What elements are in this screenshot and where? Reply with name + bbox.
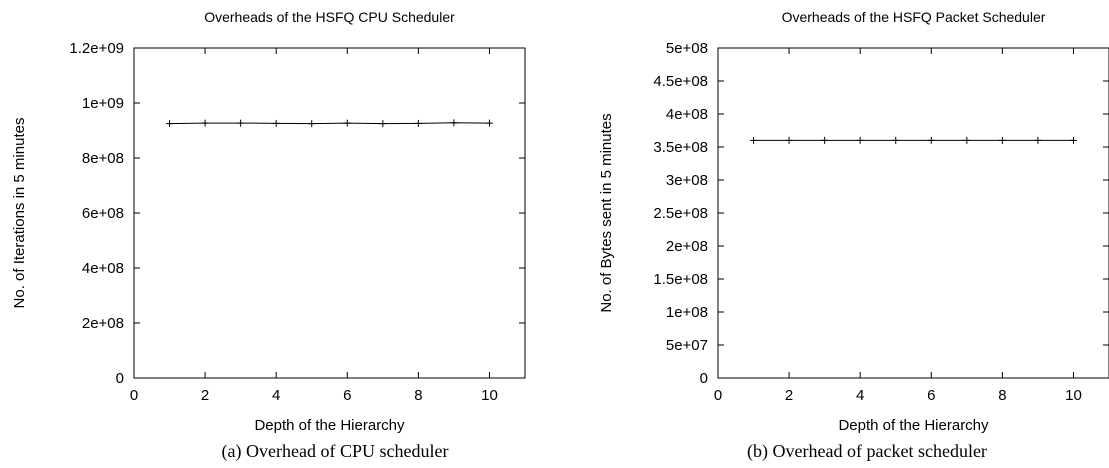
chart-a: Overheads of the HSFQ CPU Scheduler 0 2 4 6 8… bbox=[11, 9, 526, 434]
y-tick-label: 0 bbox=[116, 370, 124, 387]
y-axis-label: No. of Bytes sent in 5 minutes bbox=[598, 113, 615, 312]
x-tick-label: 0 bbox=[714, 387, 722, 404]
data-point bbox=[272, 119, 280, 127]
series-line bbox=[169, 122, 490, 125]
data-point bbox=[1069, 136, 1077, 144]
y-tick-label: 5e+07 bbox=[666, 337, 708, 354]
y-tick-label: 3.5e+08 bbox=[653, 139, 708, 156]
caption-b: (b) Overhead of packet scheduler bbox=[747, 441, 987, 461]
y-tick-label: 5e+08 bbox=[666, 40, 708, 57]
x-tick-label: 4 bbox=[272, 387, 280, 404]
chart-title: Overheads of the HSFQ Packet Scheduler bbox=[782, 9, 1046, 25]
data-point bbox=[963, 136, 971, 144]
data-point bbox=[343, 119, 351, 127]
y-tick-label: 4e+08 bbox=[82, 260, 124, 277]
x-tick-label: 10 bbox=[481, 387, 498, 404]
data-point bbox=[308, 120, 316, 128]
y-tick-label: 4e+08 bbox=[666, 106, 708, 123]
chart-title: Overheads of the HSFQ CPU Scheduler bbox=[204, 9, 455, 25]
data-point bbox=[166, 120, 174, 128]
x-tick-label: 4 bbox=[856, 387, 864, 404]
x-axis-label: Depth of the Hierarchy bbox=[254, 417, 405, 434]
x-tick-label: 0 bbox=[130, 387, 138, 404]
x-tick-label: 8 bbox=[414, 387, 422, 404]
y-tick-label: 1e+08 bbox=[666, 304, 708, 321]
data-point bbox=[1034, 136, 1042, 144]
data-point bbox=[927, 136, 935, 144]
data-point bbox=[201, 119, 209, 127]
data-point bbox=[821, 136, 829, 144]
data-point bbox=[998, 136, 1006, 144]
data-point bbox=[414, 119, 422, 127]
y-tick-label: 2.5e+08 bbox=[653, 205, 708, 222]
y-tick-label: 8e+08 bbox=[82, 150, 124, 167]
y-tick-label: 4.5e+08 bbox=[653, 73, 708, 90]
caption-a: (a) Overhead of CPU scheduler bbox=[221, 441, 449, 461]
plot-frame bbox=[133, 47, 526, 379]
data-point bbox=[750, 136, 758, 144]
data-point bbox=[450, 119, 458, 127]
data-point bbox=[856, 136, 864, 144]
data-point bbox=[379, 120, 387, 128]
y-tick-label: 1.5e+08 bbox=[653, 271, 708, 288]
y-tick-label: 3e+08 bbox=[666, 172, 708, 189]
x-tick-label: 6 bbox=[927, 387, 935, 404]
chart-b: Overheads of the HSFQ Packet Scheduler 0 2… bbox=[598, 9, 1109, 434]
y-tick-label: 2e+08 bbox=[82, 315, 124, 332]
y-tick-label: 6e+08 bbox=[82, 205, 124, 222]
y-axis-label: No. of Iterations in 5 minutes bbox=[11, 118, 28, 309]
x-tick-label: 2 bbox=[201, 387, 209, 404]
x-tick-label: 2 bbox=[785, 387, 793, 404]
x-axis-label: Depth of the Hierarchy bbox=[838, 417, 989, 434]
y-tick-label: 2e+08 bbox=[666, 238, 708, 255]
y-tick-label: 0 bbox=[700, 370, 708, 387]
x-tick-label: 10 bbox=[1065, 387, 1082, 404]
plot-frame bbox=[717, 47, 1109, 379]
data-point bbox=[237, 119, 245, 127]
y-tick-label: 1e+09 bbox=[82, 95, 124, 112]
x-tick-label: 6 bbox=[343, 387, 351, 404]
x-tick-label: 8 bbox=[998, 387, 1006, 404]
data-point bbox=[485, 119, 493, 127]
data-point bbox=[892, 136, 900, 144]
y-tick-label: 1.2e+09 bbox=[69, 40, 124, 57]
data-point bbox=[785, 136, 793, 144]
